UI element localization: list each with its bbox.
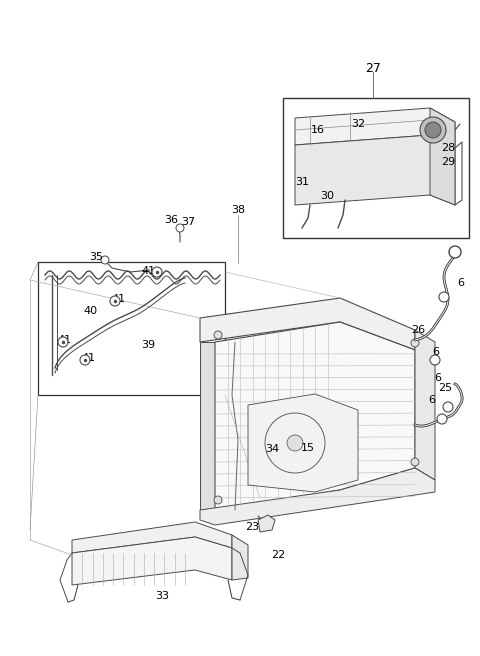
Circle shape	[110, 296, 120, 306]
Circle shape	[214, 496, 222, 504]
Text: 39: 39	[141, 340, 155, 350]
Text: 35: 35	[89, 252, 103, 262]
Polygon shape	[200, 468, 435, 525]
Circle shape	[214, 331, 222, 339]
Text: 41: 41	[81, 353, 95, 363]
Circle shape	[425, 122, 441, 138]
Circle shape	[430, 355, 440, 365]
Text: 28: 28	[441, 143, 455, 153]
Text: 15: 15	[301, 443, 315, 453]
Circle shape	[411, 339, 419, 347]
Polygon shape	[258, 515, 275, 532]
Polygon shape	[295, 135, 455, 205]
Text: 6: 6	[434, 373, 442, 383]
Text: 6: 6	[432, 347, 440, 357]
Circle shape	[80, 355, 90, 365]
Polygon shape	[38, 262, 225, 395]
Circle shape	[287, 435, 303, 451]
Text: 30: 30	[320, 191, 334, 201]
Text: 37: 37	[181, 217, 195, 227]
Polygon shape	[215, 322, 415, 510]
Polygon shape	[248, 394, 358, 492]
Text: 32: 32	[351, 119, 365, 129]
Circle shape	[58, 337, 68, 347]
Text: 31: 31	[295, 177, 309, 187]
Polygon shape	[295, 108, 455, 148]
Text: 41: 41	[57, 335, 71, 345]
Polygon shape	[415, 330, 435, 480]
Text: 23: 23	[245, 522, 259, 532]
Circle shape	[420, 117, 446, 143]
Circle shape	[101, 256, 109, 264]
Polygon shape	[232, 535, 248, 580]
Text: 38: 38	[231, 205, 245, 215]
Text: 25: 25	[438, 383, 452, 393]
Text: 41: 41	[141, 266, 155, 276]
Text: 29: 29	[441, 157, 455, 167]
Text: 16: 16	[311, 125, 325, 135]
Circle shape	[411, 458, 419, 466]
Text: 27: 27	[365, 62, 381, 75]
Text: 36: 36	[164, 215, 178, 225]
Text: 33: 33	[155, 591, 169, 601]
Polygon shape	[430, 108, 455, 205]
Polygon shape	[283, 98, 469, 238]
Text: 41: 41	[111, 294, 125, 304]
Text: 34: 34	[265, 444, 279, 454]
Circle shape	[449, 246, 461, 258]
Polygon shape	[200, 298, 415, 350]
Circle shape	[152, 267, 162, 277]
Circle shape	[176, 224, 184, 232]
Text: 6: 6	[429, 395, 435, 405]
Circle shape	[437, 414, 447, 424]
Text: 40: 40	[83, 306, 97, 316]
Circle shape	[443, 402, 453, 412]
Polygon shape	[72, 522, 232, 553]
Circle shape	[439, 292, 449, 302]
Polygon shape	[72, 537, 232, 585]
Text: 22: 22	[271, 550, 285, 560]
Text: 6: 6	[457, 278, 465, 288]
Polygon shape	[200, 342, 215, 510]
Text: 26: 26	[411, 325, 425, 335]
